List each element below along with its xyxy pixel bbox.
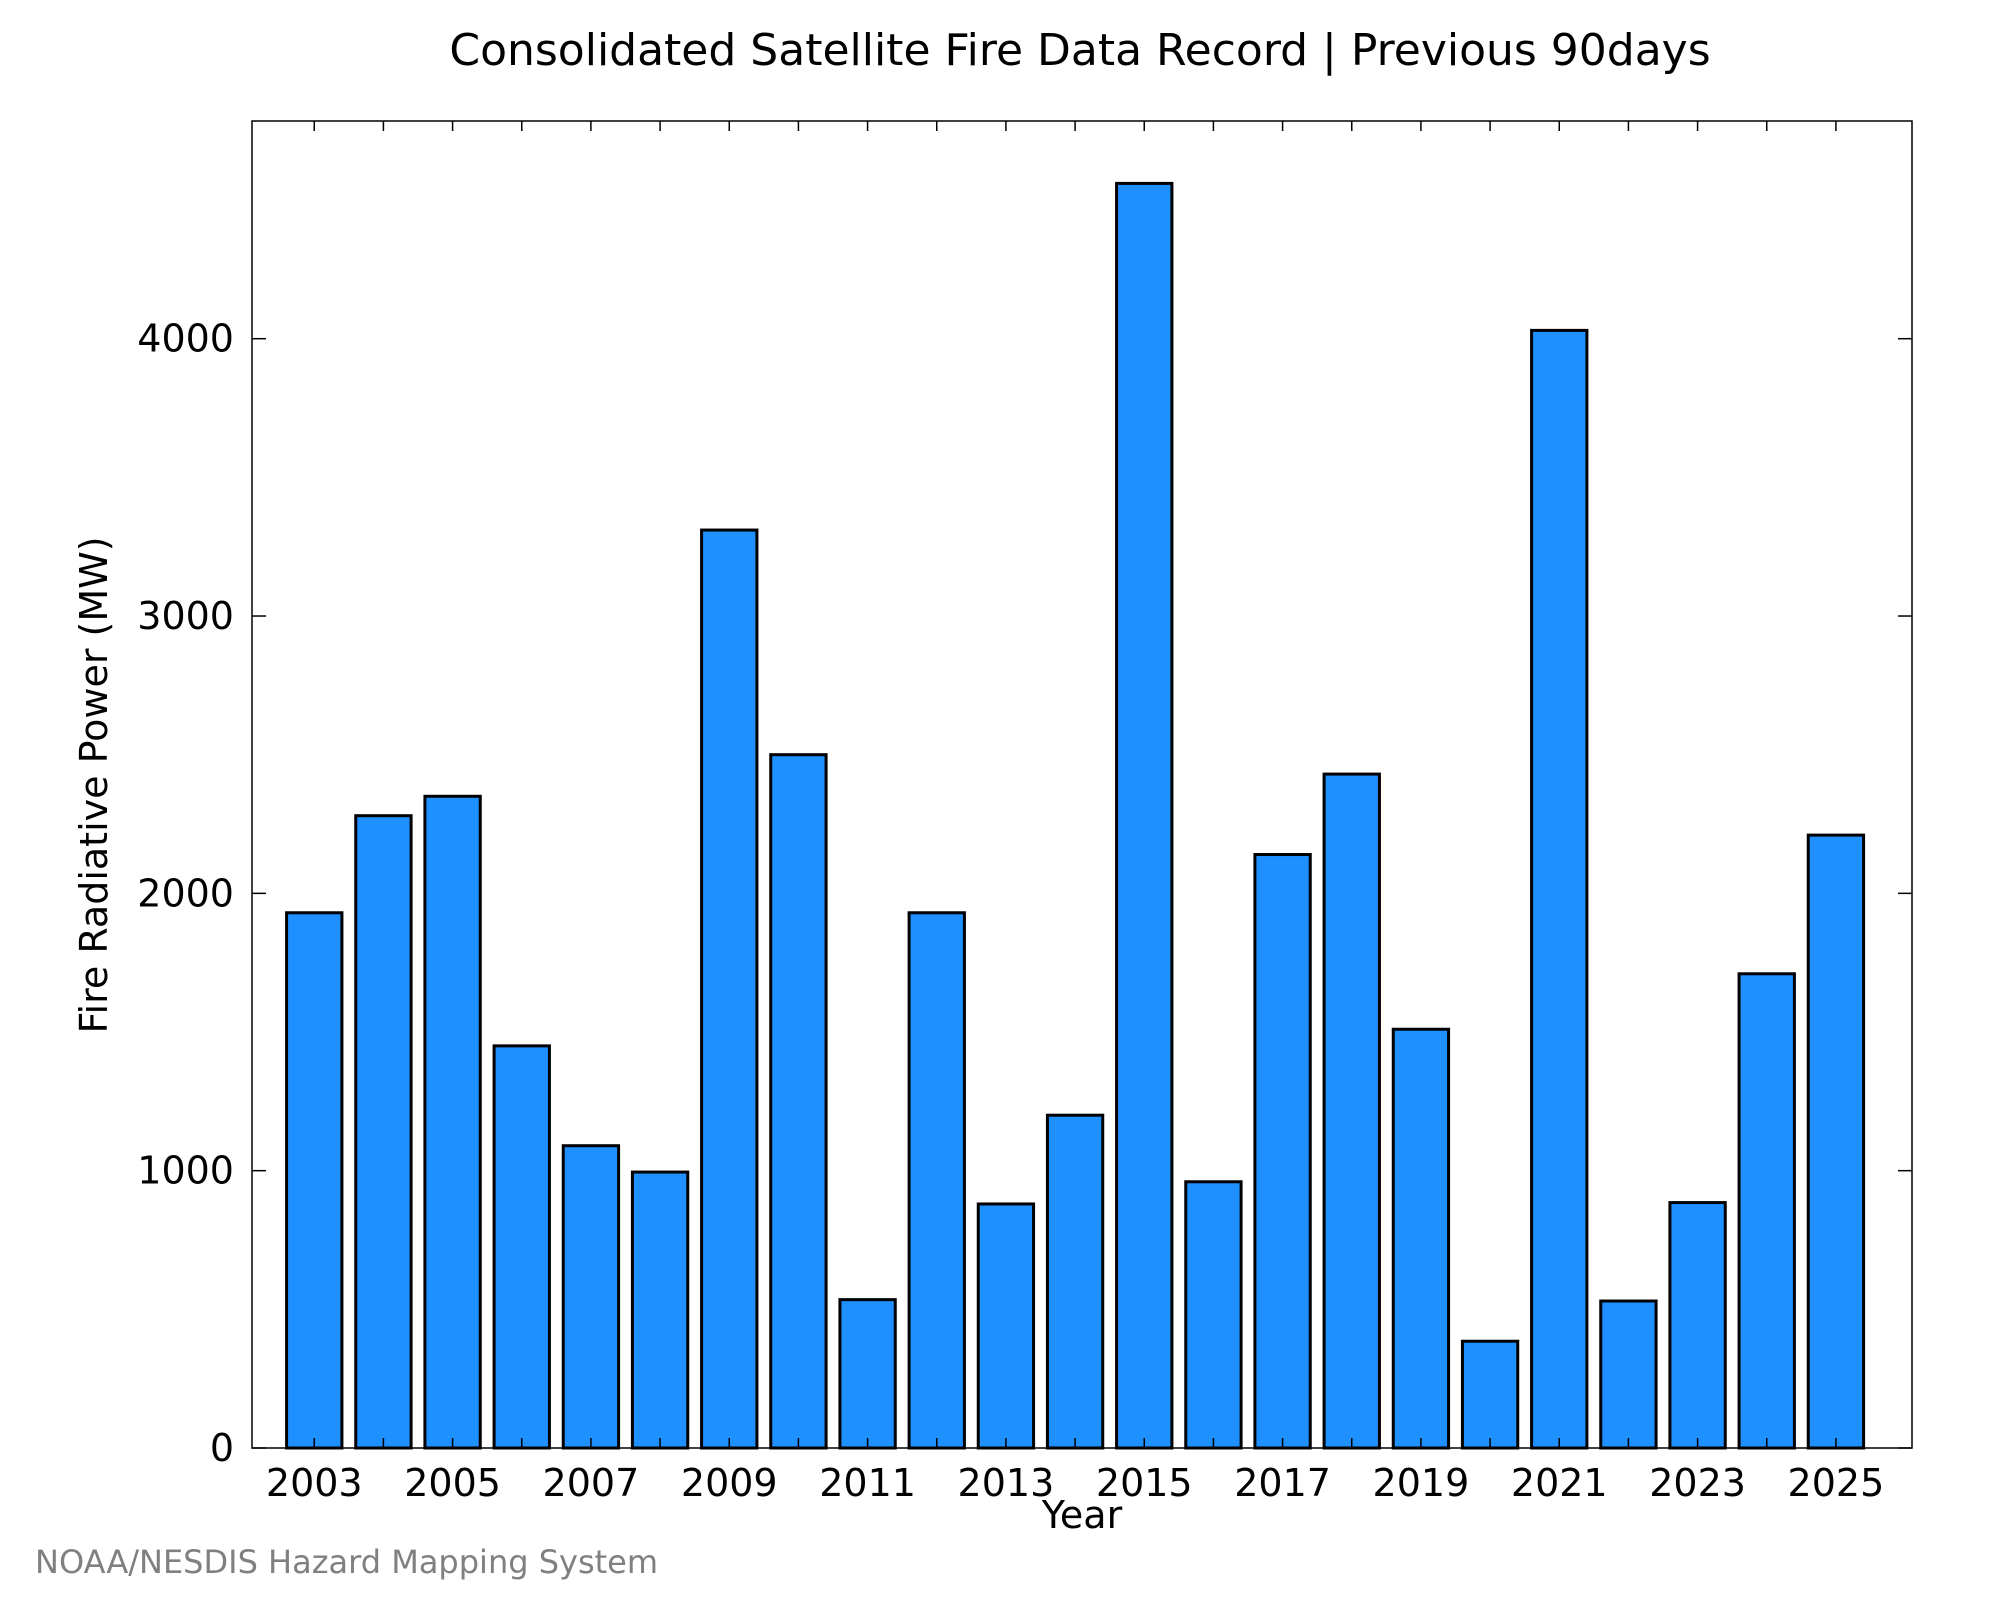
bar-2016 [1184, 1180, 1243, 1450]
x-tick-label-2011: 2011 [819, 1461, 916, 1505]
x-axis-label: Year [1041, 1493, 1123, 1537]
x-tick-label-2015: 2015 [1096, 1461, 1193, 1505]
x-tick-label-2021: 2021 [1511, 1461, 1608, 1505]
bar-2023 [1668, 1201, 1727, 1450]
bar-2009 [700, 528, 759, 1450]
x-axis: 2003 2005 2007 2009 2011 2013 2015 2017 2019 2021… [266, 121, 1884, 1505]
bar-2013 [976, 1202, 1036, 1450]
x-tick-label-2023: 2023 [1649, 1461, 1746, 1505]
x-tick-label-2009: 2009 [681, 1461, 778, 1505]
bar-2015 [1115, 181, 1174, 1450]
chart-title: Consolidated Satellite Fire Data Record … [449, 25, 1710, 76]
bar-2021 [1530, 328, 1589, 1450]
x-tick-label-2019: 2019 [1373, 1461, 1470, 1505]
bar-2010 [769, 753, 828, 1450]
bar-2020 [1460, 1339, 1520, 1450]
y-tick-label-1000: 1000 [137, 1149, 234, 1193]
plot-frame [251, 120, 1913, 1449]
bar-2014 [1045, 1113, 1105, 1450]
bar-2005 [423, 794, 482, 1450]
bar-2022 [1599, 1299, 1658, 1450]
bar-2017 [1253, 853, 1312, 1450]
y-tick-label-3000: 3000 [137, 594, 234, 638]
bar-2007 [561, 1144, 621, 1450]
x-tick-label-2003: 2003 [266, 1461, 363, 1505]
bar-2024 [1737, 972, 1796, 1450]
y-tick-label-4000: 4000 [137, 317, 234, 361]
y-tick-label-2000: 2000 [137, 871, 234, 915]
x-tick-label-2025: 2025 [1788, 1461, 1885, 1505]
bar-2011 [838, 1298, 897, 1450]
x-tick-label-2007: 2007 [543, 1461, 640, 1505]
credit-text: NOAA/NESDIS Hazard Mapping System [35, 1543, 658, 1581]
bar-2004 [354, 814, 413, 1450]
x-tick-label-2005: 2005 [404, 1461, 501, 1505]
bar-2008 [630, 1170, 690, 1450]
y-tick-label-0: 0 [210, 1426, 234, 1470]
bar-2003 [285, 911, 344, 1450]
x-tick-label-2017: 2017 [1234, 1461, 1331, 1505]
y-axis: 0 1000 2000 3000 4000 [137, 317, 1912, 1470]
bar-2025 [1806, 833, 1866, 1450]
bar-2012 [907, 911, 966, 1450]
x-tick-label-2013: 2013 [958, 1461, 1055, 1505]
bar-2018 [1322, 772, 1381, 1450]
bar-2006 [492, 1044, 551, 1450]
bars-group [285, 181, 1866, 1450]
y-axis-label: Fire Radiative Power (MW) [72, 536, 116, 1033]
bar-2019 [1391, 1027, 1451, 1450]
